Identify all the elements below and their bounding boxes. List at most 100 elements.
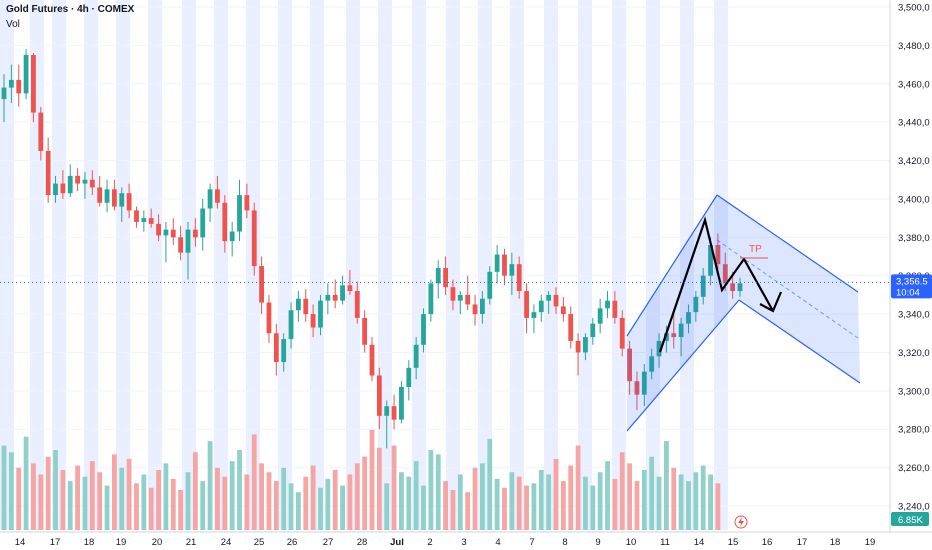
time-tick-label: Jul [390,537,404,548]
volume-bar [664,441,669,530]
candle-body [318,300,323,328]
price-tick-label: 3,300,0 [898,386,930,397]
candle-body [1,87,7,100]
session-band [182,0,196,530]
volume-bar [45,456,51,530]
volume-bar [60,470,66,530]
candle-body [273,333,279,363]
volume-bar [575,445,581,530]
time-axis: 14 17 18 19 20 21 24 25 26 27 28 Jul 2 3 4 7 8 9 10 11 14 15 1… [0,515,932,548]
candle-body [126,193,132,211]
candle-body [67,175,73,194]
volume-bar [641,470,647,530]
time-tick-label: 19 [116,537,127,548]
candle-body [75,175,80,184]
volume-bar [700,465,706,530]
volume-bar [435,454,441,530]
time-tick-label: 28 [357,537,368,548]
time-tick-label: 14 [15,537,26,548]
candle-body [237,195,242,232]
time-tick-label: 7 [529,537,534,548]
candle-body [737,283,743,292]
volume-bar [465,492,471,530]
time-tick-label: 3 [461,537,466,548]
candle-body [641,371,647,395]
candle-body [575,340,581,353]
volume-bar [376,447,382,530]
volume-bar [627,463,632,530]
volume-bar [619,452,625,530]
time-tick-label: 14 [694,537,705,548]
candle-body [678,323,684,338]
candle-body [583,337,588,353]
volume-label: Vol [6,19,20,30]
price-tick-label: 3,440,0 [898,118,930,129]
price-tick-label: 3,340,0 [898,310,930,321]
volume-bar [303,476,309,530]
volume-bar [31,463,36,530]
candle-body [627,348,632,382]
volume-bar [538,470,544,530]
candle-body [480,298,485,315]
candle-body [215,189,220,203]
volume-bar [605,461,610,530]
volume-bar [192,452,198,530]
candle-body [347,285,353,292]
candle-body [413,344,419,368]
volume-bar [134,483,139,530]
volume-bar [450,490,456,530]
session-band [116,0,130,530]
candle-body [229,231,235,242]
volume-tag [891,512,929,526]
volume-bar [671,467,677,530]
volume-bar [531,483,537,530]
time-tick-label: 24 [221,537,232,548]
candle-body [730,283,736,292]
volume-bar [546,474,552,530]
session-bands [0,0,728,530]
session-band [0,0,14,530]
time-tick-label: 18 [830,537,841,548]
time-tick-label: 15 [728,537,739,548]
time-tick-label: 9 [595,537,600,548]
session-band [612,0,626,530]
candle-body [259,266,264,303]
session-band [714,0,728,530]
candle-body [325,294,331,301]
chart-title: Gold Futures · 4h · COMEX [6,4,135,15]
session-band [84,0,98,530]
volume-bar [524,485,529,530]
session-band [578,0,592,530]
candle-body [119,193,125,207]
session-band [346,0,360,530]
volume-bar [693,472,699,530]
candle-body [332,294,338,301]
volume-bar [16,467,22,530]
candle-body [354,291,360,318]
volume-bar [457,474,463,530]
candle-body [104,189,110,203]
volume-bars [1,430,721,530]
candle-body [487,271,493,299]
volume-bar [310,465,316,530]
volume-bar [259,463,264,530]
price-tick-label: 3,400,0 [898,194,930,205]
volume-bar [281,467,287,530]
session-band [52,0,66,530]
lightning-icon[interactable] [734,515,748,529]
candle-body [671,333,677,338]
candle-body [60,183,66,194]
volume-bar [170,478,176,530]
volume-bar [97,472,103,530]
volume-bar [119,467,125,530]
volume-bar [215,467,220,530]
volume-bar [502,487,507,530]
candle-body [605,300,610,309]
candle-body [89,179,95,188]
candle-body [384,406,390,416]
volume-bar [686,481,691,530]
volume-bar [207,441,213,530]
current-price-value: 3,356.5 [896,276,928,287]
volume-bar [318,487,323,530]
